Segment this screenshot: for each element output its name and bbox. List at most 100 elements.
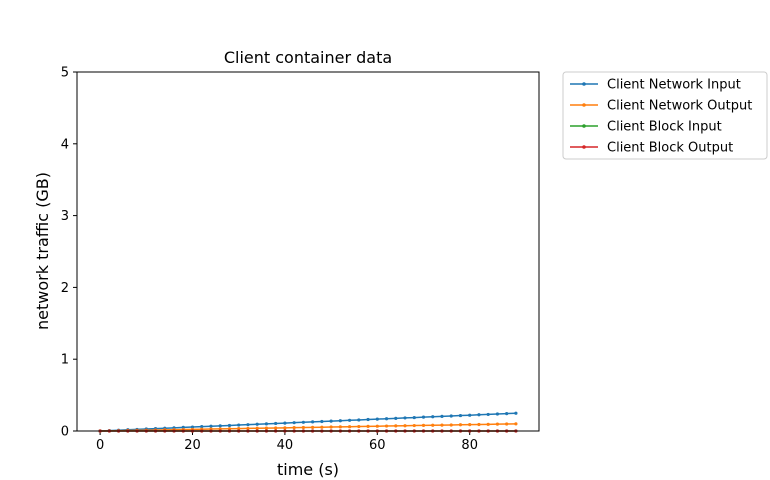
- series-line: [100, 423, 516, 432]
- legend-item: Client Network Output: [570, 99, 752, 114]
- data-point: [283, 421, 287, 425]
- data-point: [449, 414, 453, 418]
- data-point: [375, 424, 379, 428]
- data-point: [292, 421, 296, 425]
- data-point: [255, 422, 259, 426]
- data-point: [255, 426, 259, 430]
- legend-item: Client Block Input: [570, 120, 722, 135]
- data-point: [468, 413, 472, 417]
- y-tick-label: 1: [61, 353, 69, 368]
- data-point: [237, 423, 241, 427]
- data-point: [301, 425, 305, 430]
- y-tick-label: 4: [61, 137, 69, 152]
- x-tick-label: 60: [369, 438, 386, 453]
- data-point: [421, 415, 426, 419]
- data-point: [449, 423, 453, 427]
- legend-label: Client Block Output: [607, 141, 733, 156]
- data-point: [246, 423, 250, 427]
- data-point: [320, 425, 324, 429]
- y-tick-label: 0: [61, 425, 69, 440]
- data-point: [209, 424, 213, 428]
- data-point: [264, 426, 269, 430]
- data-point: [477, 413, 481, 417]
- series-line: [100, 412, 516, 432]
- y-tick-label: 5: [61, 66, 69, 81]
- data-point: [505, 412, 509, 416]
- legend: Client Network Input Client Network Outpu…: [562, 71, 768, 160]
- data-point: [468, 423, 472, 427]
- y-axis: 0 1 2 3 4 5: [61, 66, 77, 440]
- data-point: [366, 417, 370, 422]
- data-point: [246, 426, 250, 431]
- x-tick-label: 20: [184, 438, 201, 453]
- data-point: [338, 419, 342, 423]
- legend-label: Client Network Output: [607, 99, 752, 114]
- data-point: [458, 413, 463, 418]
- data-point: [274, 421, 278, 426]
- data-point: [440, 423, 444, 427]
- data-point: [440, 414, 444, 418]
- legend-label: Client Network Input: [607, 78, 741, 93]
- data-point: [394, 416, 398, 420]
- data-point: [514, 411, 518, 415]
- data-point: [486, 412, 490, 417]
- data-point: [412, 423, 416, 428]
- data-point: [366, 424, 370, 429]
- data-point: [338, 425, 342, 429]
- legend-item: Client Network Input: [570, 78, 741, 93]
- data-point: [200, 425, 204, 429]
- data-point: [347, 418, 352, 422]
- x-tick-label: 40: [277, 438, 294, 453]
- data-point: [218, 424, 222, 428]
- data-point: [347, 425, 352, 429]
- data-point: [301, 420, 305, 424]
- data-point: [292, 426, 296, 430]
- data-point: [311, 420, 315, 424]
- y-axis-label: network traffic (GB): [33, 172, 52, 330]
- data-point: [320, 419, 324, 424]
- data-point: [274, 426, 278, 430]
- data-point: [283, 426, 287, 430]
- legend-item: Client Block Output: [570, 141, 733, 156]
- data-point: [477, 422, 481, 427]
- data-point: [505, 422, 509, 426]
- data-point: [431, 415, 435, 419]
- chart-title: Client container data: [224, 48, 392, 67]
- legend-label: Client Block Input: [607, 120, 722, 135]
- data-point: [403, 416, 407, 420]
- data-point: [227, 427, 232, 431]
- legend-marker: [582, 103, 586, 107]
- data-point: [458, 423, 463, 427]
- data-point: [375, 417, 379, 421]
- data-point: [329, 425, 333, 429]
- legend-marker: [582, 82, 586, 86]
- data-point: [421, 423, 426, 427]
- data-point: [357, 418, 361, 422]
- x-axis-label: time (s): [277, 460, 339, 479]
- y-tick-label: 3: [61, 209, 69, 224]
- data-point: [190, 425, 195, 429]
- data-point: [264, 422, 269, 426]
- data-point: [514, 422, 518, 426]
- data-point: [486, 422, 490, 426]
- legend-frame: [562, 71, 768, 160]
- plot-frame: [76, 71, 540, 432]
- data-point: [227, 423, 232, 428]
- data-point: [329, 419, 333, 423]
- data-point: [495, 412, 500, 416]
- x-tick-label: 80: [461, 438, 478, 453]
- data-point: [431, 423, 435, 427]
- y-tick-label: 2: [61, 281, 69, 296]
- data-point: [384, 424, 389, 428]
- x-tick-label: 0: [96, 438, 104, 453]
- data-point: [495, 422, 500, 426]
- legend-marker: [582, 145, 586, 149]
- legend-marker: [582, 124, 586, 128]
- data-point: [403, 424, 407, 428]
- data-point: [384, 417, 389, 421]
- data-point: [237, 427, 241, 431]
- data-point: [357, 424, 361, 429]
- data-point: [412, 415, 416, 420]
- data-point: [394, 424, 398, 428]
